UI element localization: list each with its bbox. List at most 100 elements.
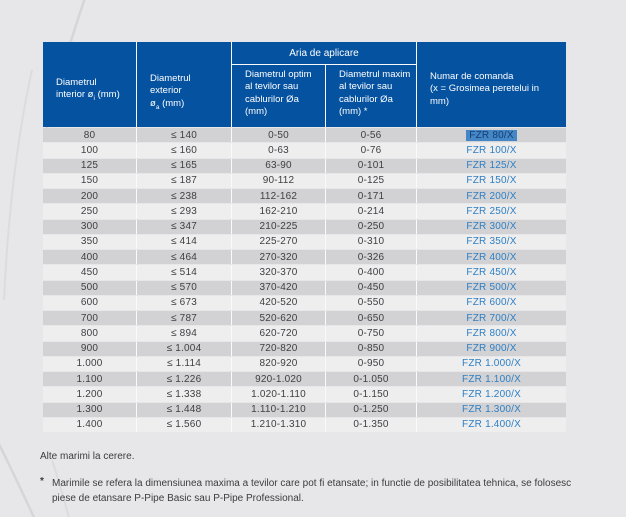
cell-diametrul-exterior: ≤ 293 bbox=[137, 204, 231, 219]
header-diametrul-exterior: Diametrul exterior øa (mm) bbox=[137, 42, 231, 127]
cell-diametru-optim: 520-620 bbox=[232, 311, 325, 326]
cell-diametrul-exterior: ≤ 1.448 bbox=[137, 402, 231, 417]
group-title-label: Aria de aplicare bbox=[289, 47, 359, 59]
cell-diametrul-exterior: ≤ 1.338 bbox=[137, 387, 231, 402]
cell-diametrul-interior: 450 bbox=[43, 265, 136, 280]
order-code-link[interactable]: FZR 300/X bbox=[466, 221, 517, 233]
cell-diametru-maxim: 0-550 bbox=[326, 295, 416, 310]
cell-diametrul-exterior: ≤ 160 bbox=[137, 143, 231, 158]
order-code-link[interactable]: FZR 1.400/X bbox=[462, 419, 521, 431]
other-sizes-note: Alte marimi la cerere. bbox=[40, 451, 135, 462]
table-row: 1.100 ≤ 1.226 920-1.020 0-1.050 FZR 1.10… bbox=[43, 372, 566, 387]
cell-numar-comanda: FZR 500/X bbox=[417, 280, 566, 295]
cell-diametru-optim: 920-1.020 bbox=[232, 372, 325, 387]
order-code-link[interactable]: FZR 800/X bbox=[466, 327, 517, 339]
header-interior-text: Diametrul interior ø bbox=[56, 77, 97, 101]
cell-diametru-optim: 90-112 bbox=[232, 173, 325, 188]
header-numar-comanda: Numar de comanda (x = Grosimea peretelui… bbox=[417, 42, 566, 127]
cell-diametrul-exterior: ≤ 787 bbox=[137, 311, 231, 326]
table-row: 1.400 ≤ 1.560 1.210-1.310 0-1.350 FZR 1.… bbox=[43, 417, 566, 432]
cell-diametru-maxim: 0-1.150 bbox=[326, 387, 416, 402]
order-code-link[interactable]: FZR 600/X bbox=[466, 297, 517, 309]
table-row: 300 ≤ 347 210-225 0-250 FZR 300/X bbox=[43, 219, 566, 234]
order-code-link[interactable]: FZR 1.000/X bbox=[462, 358, 521, 370]
order-code-link[interactable]: FZR 200/X bbox=[466, 190, 517, 202]
cell-diametru-maxim: 0-214 bbox=[326, 204, 416, 219]
cell-diametrul-exterior: ≤ 464 bbox=[137, 250, 231, 265]
header-interior-subscript: i bbox=[93, 95, 95, 103]
order-code-link[interactable]: FZR 900/X bbox=[466, 343, 517, 355]
cell-numar-comanda: FZR 800/X bbox=[417, 326, 566, 341]
cell-numar-comanda: FZR 125/X bbox=[417, 158, 566, 173]
header-group-aria-de-aplicare: Aria de aplicare bbox=[232, 42, 416, 64]
cell-numar-comanda: FZR 300/X bbox=[417, 219, 566, 234]
table-body: 80 ≤ 140 0-50 0-56 FZR 80/X 100 ≤ 160 0-… bbox=[43, 128, 566, 432]
cell-diametru-maxim: 0-125 bbox=[326, 173, 416, 188]
order-code-link[interactable]: FZR 1.300/X bbox=[462, 404, 521, 416]
cell-diametru-optim: 162-210 bbox=[232, 204, 325, 219]
footnote-line-2: piese de etansare P-Pipe Basic sau P-Pip… bbox=[52, 493, 304, 504]
cell-diametrul-exterior: ≤ 894 bbox=[137, 326, 231, 341]
order-code-link[interactable]: FZR 700/X bbox=[466, 312, 517, 324]
cell-numar-comanda: FZR 1.300/X bbox=[417, 402, 566, 417]
order-code-link[interactable]: FZR 1.200/X bbox=[462, 388, 521, 400]
header-diametru-optim: Diametrul optim al tevilor sau cablurilo… bbox=[232, 65, 325, 127]
cell-numar-comanda: FZR 600/X bbox=[417, 295, 566, 310]
cell-diametru-maxim: 0-850 bbox=[326, 341, 416, 356]
order-code-link[interactable]: FZR 350/X bbox=[466, 236, 517, 248]
order-code-link[interactable]: FZR 150/X bbox=[466, 175, 517, 187]
order-code-link[interactable]: FZR 1.100/X bbox=[462, 373, 521, 385]
cell-diametru-maxim: 0-1.350 bbox=[326, 417, 416, 432]
order-code-link[interactable]: FZR 80/X bbox=[466, 129, 517, 141]
cell-diametrul-exterior: ≤ 1.114 bbox=[137, 356, 231, 371]
cell-diametru-optim: 370-420 bbox=[232, 280, 325, 295]
order-code-link[interactable]: FZR 100/X bbox=[466, 144, 517, 156]
table-row: 700 ≤ 787 520-620 0-650 FZR 700/X bbox=[43, 311, 566, 326]
cell-diametru-optim: 0-50 bbox=[232, 128, 325, 143]
table-row: 800 ≤ 894 620-720 0-750 FZR 800/X bbox=[43, 326, 566, 341]
cell-diametrul-interior: 200 bbox=[43, 189, 136, 204]
cell-numar-comanda: FZR 450/X bbox=[417, 265, 566, 280]
table-row: 150 ≤ 187 90-112 0-125 FZR 150/X bbox=[43, 173, 566, 188]
cell-numar-comanda: FZR 1.200/X bbox=[417, 387, 566, 402]
cell-numar-comanda: FZR 1.400/X bbox=[417, 417, 566, 432]
cell-numar-comanda: FZR 100/X bbox=[417, 143, 566, 158]
cell-diametrul-interior: 400 bbox=[43, 250, 136, 265]
cell-diametru-maxim: 0-1.050 bbox=[326, 372, 416, 387]
table-row: 500 ≤ 570 370-420 0-450 FZR 500/X bbox=[43, 280, 566, 295]
cell-diametrul-interior: 600 bbox=[43, 295, 136, 310]
cell-diametrul-exterior: ≤ 414 bbox=[137, 234, 231, 249]
cell-numar-comanda: FZR 700/X bbox=[417, 311, 566, 326]
table-row: 1.300 ≤ 1.448 1.110-1.210 0-1.250 FZR 1.… bbox=[43, 402, 566, 417]
table-row: 100 ≤ 160 0-63 0-76 FZR 100/X bbox=[43, 143, 566, 158]
cell-diametru-optim: 63-90 bbox=[232, 158, 325, 173]
order-code-link[interactable]: FZR 125/X bbox=[466, 160, 517, 172]
cell-diametrul-interior: 500 bbox=[43, 280, 136, 295]
cell-numar-comanda: FZR 200/X bbox=[417, 189, 566, 204]
table-row: 350 ≤ 414 225-270 0-310 FZR 350/X bbox=[43, 234, 566, 249]
cell-diametru-maxim: 0-450 bbox=[326, 280, 416, 295]
cell-diametrul-exterior: ≤ 187 bbox=[137, 173, 231, 188]
cell-diametru-optim: 1.020-1.110 bbox=[232, 387, 325, 402]
cell-diametru-maxim: 0-171 bbox=[326, 189, 416, 204]
cell-diametrul-interior: 100 bbox=[43, 143, 136, 158]
order-code-link[interactable]: FZR 250/X bbox=[466, 205, 517, 217]
cell-numar-comanda: FZR 350/X bbox=[417, 234, 566, 249]
cell-diametrul-exterior: ≤ 140 bbox=[137, 128, 231, 143]
cell-diametrul-interior: 1.000 bbox=[43, 356, 136, 371]
cell-diametru-optim: 320-370 bbox=[232, 265, 325, 280]
cell-diametru-optim: 720-820 bbox=[232, 341, 325, 356]
cell-diametru-optim: 1.110-1.210 bbox=[232, 402, 325, 417]
table-row: 600 ≤ 673 420-520 0-550 FZR 600/X bbox=[43, 295, 566, 310]
order-code-link[interactable]: FZR 400/X bbox=[466, 251, 517, 263]
cell-diametru-maxim: 0-101 bbox=[326, 158, 416, 173]
cell-diametru-optim: 112-162 bbox=[232, 189, 325, 204]
order-code-link[interactable]: FZR 450/X bbox=[466, 266, 517, 278]
cell-diametru-maxim: 0-310 bbox=[326, 234, 416, 249]
table-row: 1.000 ≤ 1.114 820-920 0-950 FZR 1.000/X bbox=[43, 356, 566, 371]
cell-diametrul-interior: 250 bbox=[43, 204, 136, 219]
cell-diametrul-exterior: ≤ 165 bbox=[137, 158, 231, 173]
order-code-link[interactable]: FZR 500/X bbox=[466, 282, 517, 294]
cell-diametrul-exterior: ≤ 1.226 bbox=[137, 372, 231, 387]
